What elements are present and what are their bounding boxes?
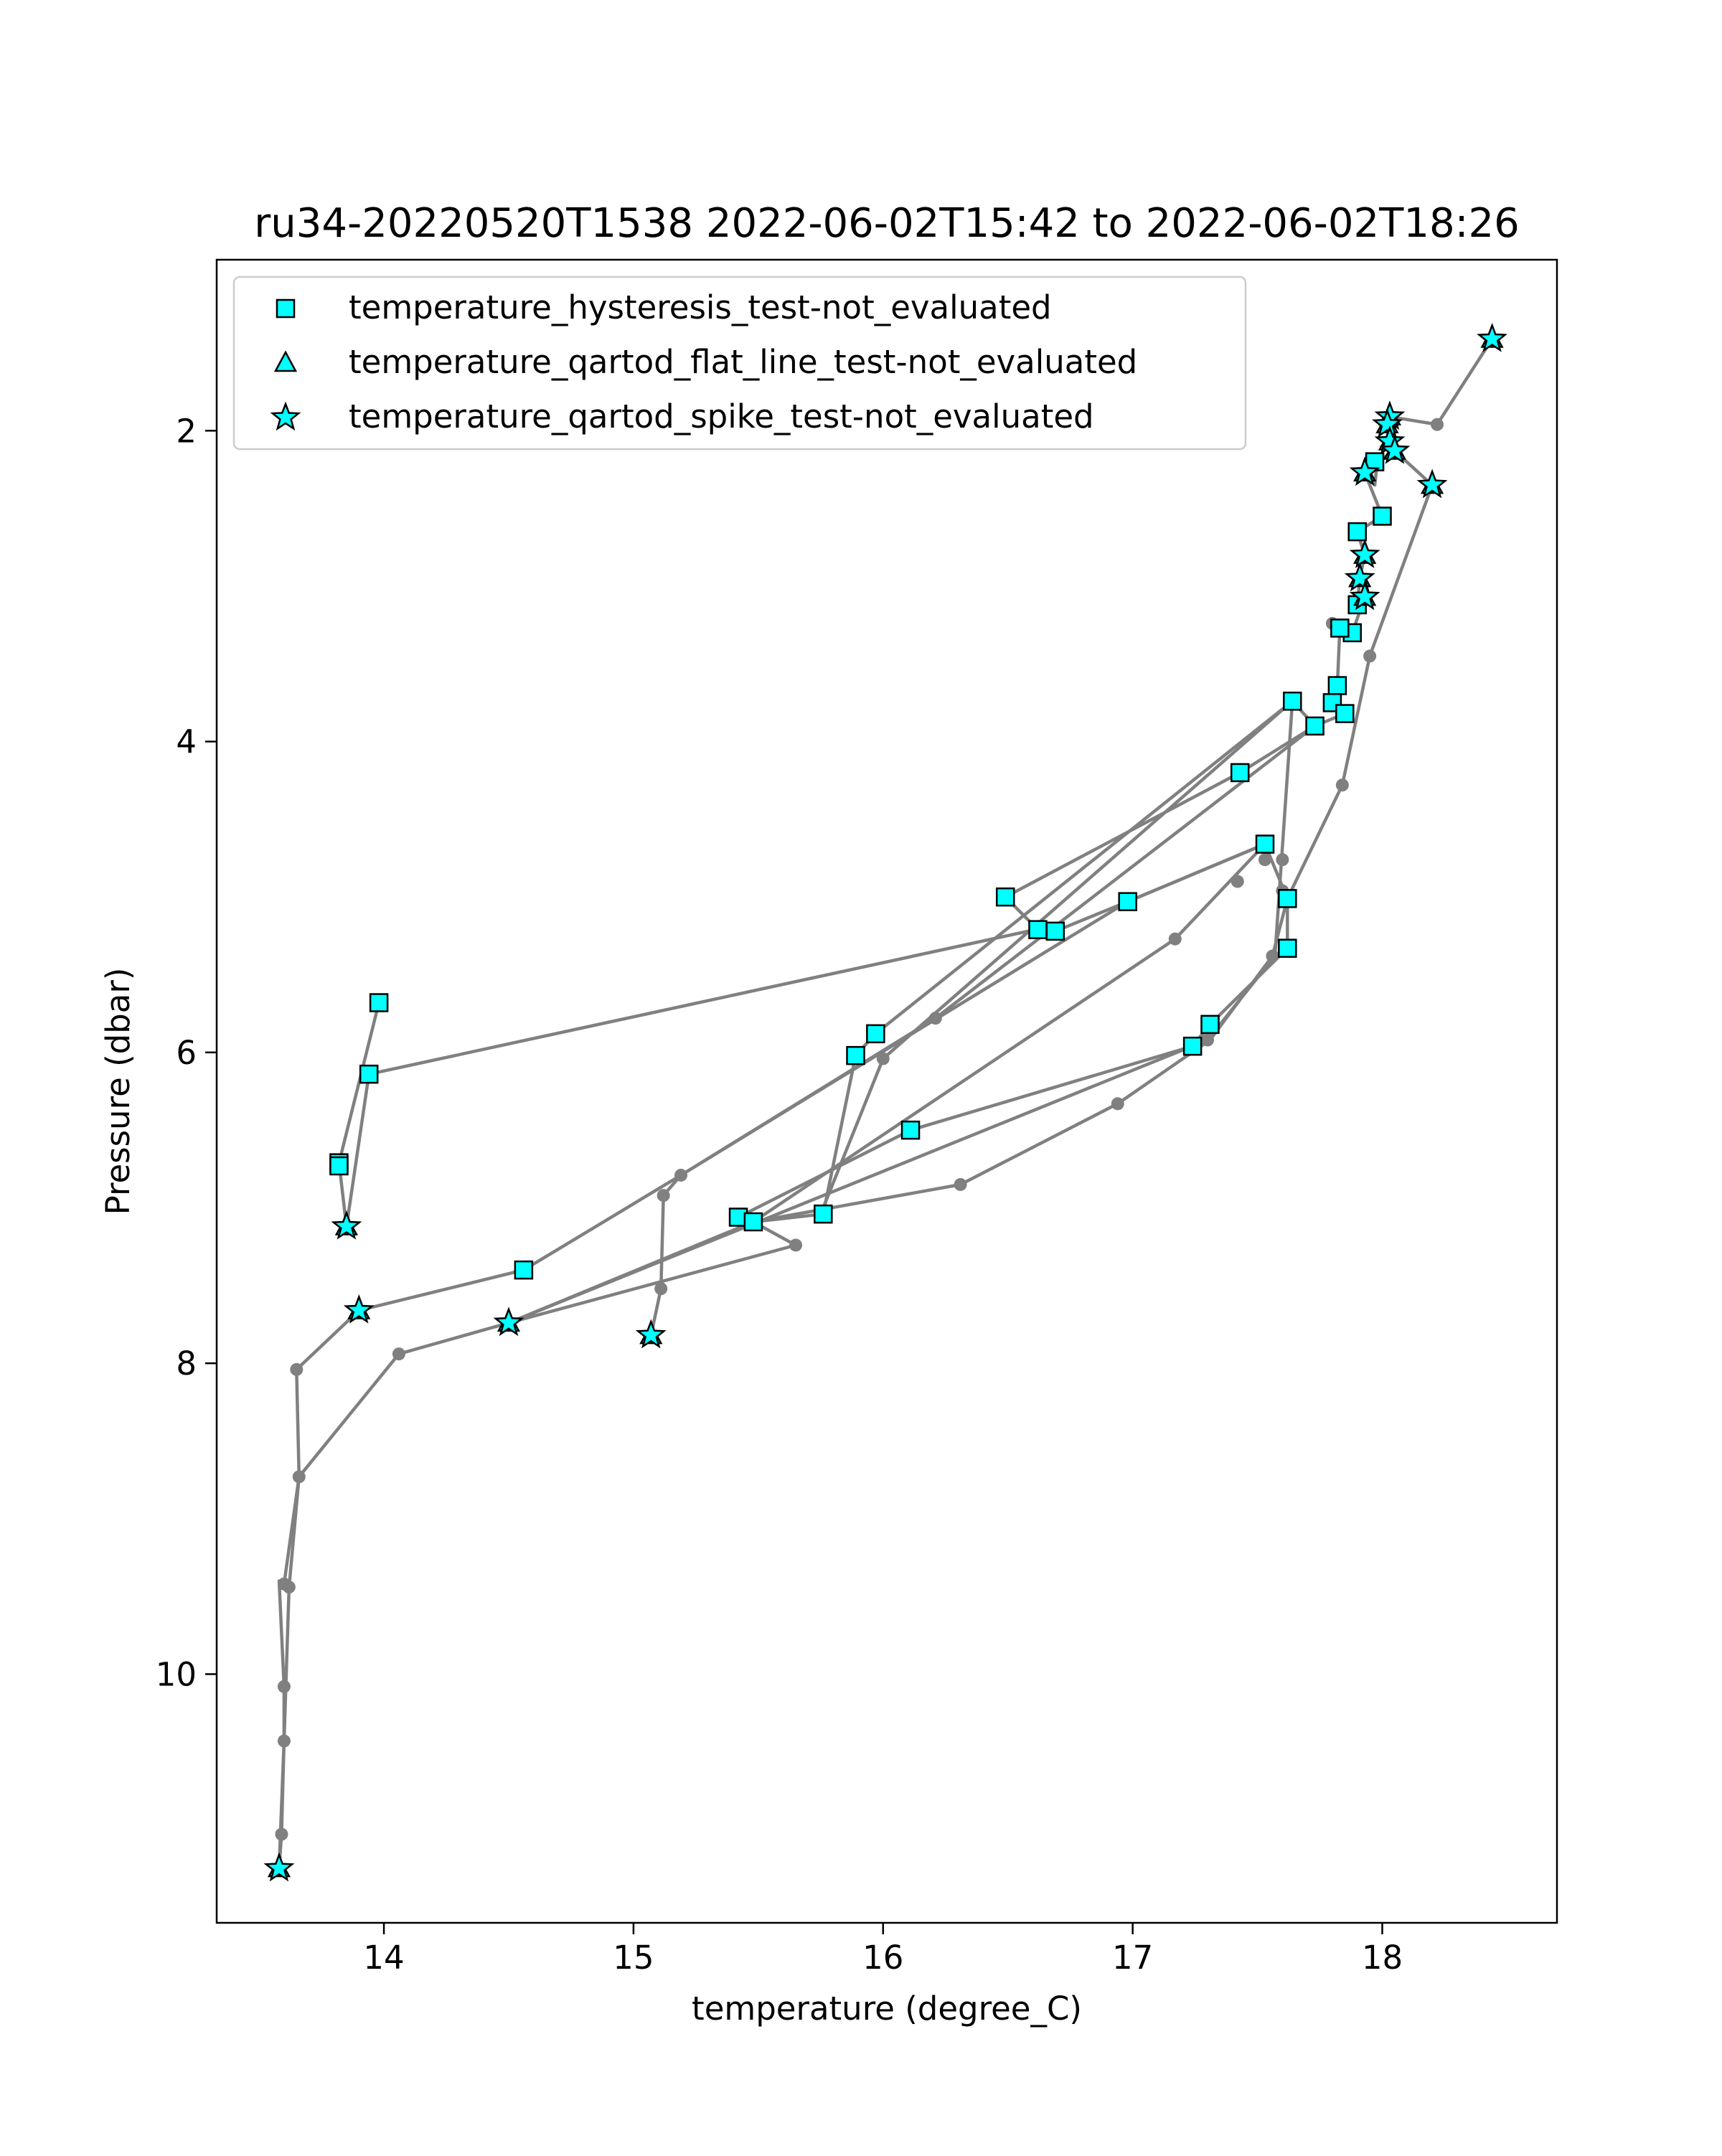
hysteresis-marker (1182, 1036, 1203, 1056)
profile-point (1431, 418, 1444, 431)
y-axis: 2 4 6 8 10 (156, 412, 217, 1693)
profile-point (674, 1168, 688, 1182)
profile-point (1231, 875, 1244, 888)
hysteresis-marker (814, 1204, 833, 1224)
legend-label-flat-line: temperature_qartod_flat_line_test-not_ev… (349, 343, 1137, 381)
profile-point (1258, 853, 1272, 867)
spike-marker (1372, 408, 1403, 438)
hysteresis-marker (1335, 704, 1355, 723)
x-tick-label: 14 (363, 1939, 404, 1977)
hysteresis-marker (1278, 889, 1297, 908)
hysteresis-marker (1118, 892, 1137, 911)
legend-triangle-marker (273, 350, 298, 372)
hysteresis-marker (995, 887, 1015, 907)
profile-point (789, 1238, 803, 1252)
profile-point (1266, 949, 1279, 963)
profile-point (876, 1052, 890, 1065)
legend: temperature_hysteresis_test-not_evaluate… (232, 276, 1247, 451)
hysteresis-marker (329, 1156, 349, 1176)
profile-point (1111, 1097, 1124, 1111)
hysteresis-marker (1347, 522, 1367, 542)
legend-star-marker (270, 401, 301, 431)
spike-marker (493, 1307, 524, 1337)
profile-point (928, 1012, 942, 1025)
profile-point (1335, 778, 1349, 792)
spike-marker (1416, 469, 1448, 499)
hysteresis-marker (1045, 921, 1065, 941)
hysteresis-marker (1255, 834, 1275, 854)
hysteresis-marker (743, 1212, 763, 1232)
x-tick-label: 16 (862, 1939, 903, 1977)
spike-marker (331, 1210, 362, 1240)
legend-frame (232, 276, 1247, 451)
y-tick-label: 2 (176, 412, 197, 450)
hysteresis-marker (514, 1260, 534, 1280)
hysteresis-marker (1305, 716, 1325, 736)
y-tick-label: 6 (176, 1034, 197, 1072)
chart-title: ru34-20220520T1538 2022-06-02T15:42 to 2… (254, 200, 1519, 247)
profile-point (1363, 649, 1377, 663)
hysteresis-marker (1330, 618, 1350, 638)
spike-marker (1349, 456, 1380, 486)
hysteresis-marker (846, 1045, 865, 1065)
profile-point (290, 1362, 304, 1376)
profile-point (1276, 853, 1289, 867)
plot-frame (215, 258, 1558, 1924)
x-tick-label: 17 (1112, 1939, 1153, 1977)
hysteresis-marker (1028, 920, 1048, 939)
x-axis-label: temperature (degree_C) (692, 1990, 1082, 2028)
profile-point (277, 1577, 291, 1591)
hysteresis-marker (1230, 763, 1250, 783)
profile-point (292, 1470, 306, 1484)
legend-marker (270, 401, 301, 431)
hysteresis-marker (1373, 507, 1392, 526)
profile-point (277, 1734, 291, 1748)
spike-marker (1379, 434, 1411, 464)
spike-marker (1349, 580, 1380, 611)
spike-marker (1349, 539, 1380, 568)
y-tick-label: 8 (176, 1345, 197, 1383)
spike-marker (263, 1852, 295, 1882)
hysteresis-marker (900, 1120, 921, 1140)
profile-point (1200, 1033, 1214, 1047)
legend-square-marker (276, 298, 296, 319)
profile-point (657, 1189, 670, 1202)
hysteresis-marker (866, 1024, 885, 1044)
spike-marker (343, 1294, 375, 1324)
x-axis: 14 15 16 17 18 (363, 1923, 1403, 1977)
profile-point (277, 1680, 291, 1693)
legend-marker (276, 298, 296, 319)
plot-area (263, 322, 1507, 1882)
hysteresis-marker (359, 1064, 379, 1084)
legend-label-spike: temperature_qartod_spike_test-not_evalua… (349, 397, 1094, 436)
x-tick-label: 18 (1362, 1939, 1403, 1977)
hysteresis-marker (1283, 691, 1302, 711)
hysteresis-marker (1327, 676, 1347, 695)
legend-marker (273, 350, 298, 372)
profile-point (654, 1282, 668, 1296)
y-axis-label: Pressure (dbar) (99, 968, 137, 1215)
profile-point (392, 1347, 405, 1361)
hysteresis-marker (369, 993, 389, 1012)
spike-marker (635, 1319, 667, 1349)
spike-marker (1344, 562, 1375, 592)
hysteresis-marker (1278, 938, 1297, 958)
y-tick-label: 4 (176, 723, 197, 761)
profile-point (954, 1177, 967, 1191)
profile-point (1168, 932, 1182, 946)
x-tick-label: 15 (613, 1939, 654, 1977)
spike-marker (1477, 322, 1507, 352)
y-tick-label: 10 (156, 1655, 197, 1693)
legend-label-hysteresis: temperature_hysteresis_test-not_evaluate… (349, 288, 1052, 326)
hysteresis-marker (1200, 1015, 1220, 1035)
profile-point (275, 1827, 288, 1841)
